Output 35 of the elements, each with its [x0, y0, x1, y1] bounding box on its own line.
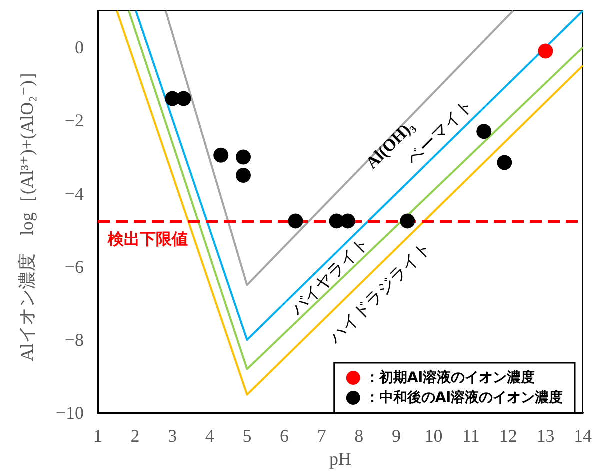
x-tick-label: 8 — [354, 426, 364, 446]
x-tick-label: 3 — [168, 426, 178, 446]
point — [288, 214, 304, 229]
x-tick-label: 5 — [242, 426, 252, 446]
legend-label: ：中和後のAl溶液のイオン濃度 — [365, 389, 564, 406]
point — [236, 150, 251, 165]
point — [236, 168, 251, 183]
x-tick-label: 9 — [392, 426, 401, 446]
x-axis-title: pH — [330, 449, 352, 469]
x-tick-label: 4 — [205, 426, 214, 446]
y-tick-label: −10 — [56, 403, 84, 424]
y-tick-label: 0 — [75, 38, 84, 58]
legend-label: ：初期Al溶液のイオン濃度 — [365, 369, 536, 386]
y-tick-label: −6 — [64, 256, 84, 277]
y-tick-label: −2 — [64, 110, 84, 131]
x-tick-label: 7 — [317, 426, 326, 446]
y-tick-label: −8 — [64, 330, 84, 350]
x-tick-label: 14 — [574, 426, 592, 446]
x-tick-label: 6 — [280, 426, 290, 446]
y-axis-title: Alイオン濃度 log［(Al³⁺)+(AlO₂⁻)］ — [17, 62, 37, 362]
point — [538, 44, 554, 59]
point — [176, 91, 192, 106]
x-tick-label: 2 — [130, 426, 140, 446]
point — [497, 155, 512, 170]
x-tick-label: 1 — [94, 426, 102, 446]
x-tick-label: 10 — [424, 426, 443, 446]
y-tick-label: −4 — [64, 184, 84, 204]
point — [476, 124, 492, 140]
x-tick-label: 11 — [462, 426, 480, 446]
point — [214, 148, 229, 163]
point — [340, 214, 356, 229]
point — [400, 214, 416, 229]
ref-line-label: 検出下限値 — [107, 230, 188, 249]
x-tick-label: 12 — [499, 426, 518, 446]
x-tick-label: 13 — [536, 426, 555, 446]
